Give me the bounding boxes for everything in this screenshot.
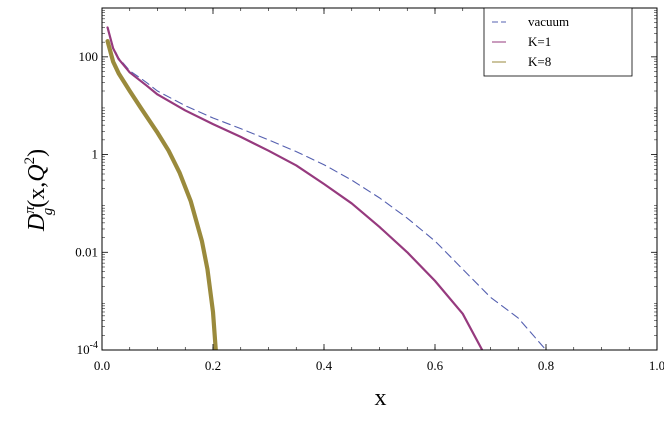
axis-ticks: 0.0 0.2 0.4 0.6 0.8 1.0 10-4 0.01 1 100 xyxy=(75,8,664,373)
y-axis-title: Dπ g(x,Q2) xyxy=(22,149,56,232)
series-line-k-1 xyxy=(106,26,484,350)
y-tick-base: 10 xyxy=(77,342,90,357)
y-title-sup: π xyxy=(22,206,38,214)
x-tick-label: 0.2 xyxy=(205,358,221,373)
svg-text:Dπg(x,Q2): Dπ g(x,Q2) xyxy=(22,149,56,232)
x-axis-title: x xyxy=(375,385,387,411)
x-tick-label: 0.6 xyxy=(427,358,444,373)
x-tick-label: 0.0 xyxy=(94,358,110,373)
legend-label: K=8 xyxy=(528,54,551,69)
y-title-args: (x, xyxy=(24,182,50,208)
y-tick-label: 1 xyxy=(92,147,99,162)
y-tick-label: 100 xyxy=(79,49,99,64)
legend-label: vacuum xyxy=(528,14,569,29)
y-title-D: D xyxy=(24,214,50,232)
x-tick-label: 0.4 xyxy=(316,358,333,373)
series-layer xyxy=(105,26,547,350)
y-title-Q: Q xyxy=(24,164,50,181)
y-title-close: ) xyxy=(24,149,50,157)
legend: vacuum K=1 K=8 xyxy=(483,7,633,77)
legend-box xyxy=(483,7,633,77)
series-line-k-8 xyxy=(105,39,218,350)
legend-label: K=1 xyxy=(528,34,551,49)
x-tick-label: 1.0 xyxy=(649,358,664,373)
y-title-Qsup: 2 xyxy=(22,157,38,165)
y-tick-label: 0.01 xyxy=(75,244,98,259)
y-title-sub: g xyxy=(40,207,56,215)
y-tick-exp: -4 xyxy=(90,340,98,351)
x-tick-label: 0.8 xyxy=(538,358,554,373)
y-tick-label: 10-4 xyxy=(77,340,98,357)
series-line-vacuum xyxy=(107,26,547,350)
